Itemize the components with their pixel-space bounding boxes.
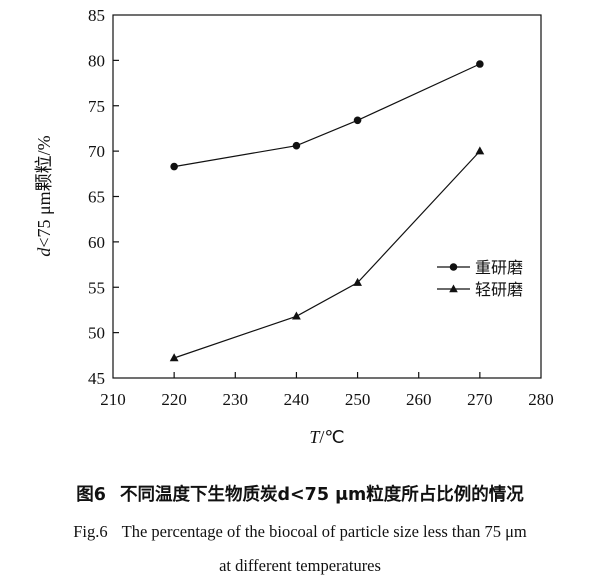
data-point-circle [292, 141, 301, 150]
figure-label-english: Fig.6 [73, 522, 108, 541]
x-tick-label: 280 [528, 390, 554, 409]
y-axis: 45 50 55 60 65 70 75 80 85 [88, 6, 119, 388]
x-tick-label: 260 [406, 390, 432, 409]
legend-label-light: 轻研磨 [475, 280, 523, 299]
chart: 45 50 55 60 65 70 75 80 85 210 220 230 240 250 260 270… [34, 6, 554, 447]
y-tick-label: 70 [88, 142, 105, 161]
y-tick-label: 85 [88, 6, 105, 25]
y-tick-label: 75 [88, 97, 105, 116]
y-axis-title: d<75 μm颗粒/% [34, 135, 54, 256]
data-point-circle [476, 60, 484, 68]
caption-text-english-line1: The percentage of the biocoal of particl… [121, 522, 527, 541]
figure-caption-english: Fig.6 The percentage of the biocoal of pa… [0, 522, 600, 542]
x-tick-label: 220 [161, 390, 187, 409]
x-tick-label: 250 [345, 390, 371, 409]
series-line-2 [173, 150, 481, 359]
x-tick-label: 210 [100, 390, 126, 409]
x-axis: 210 220 230 240 250 260 270 280 [100, 372, 554, 409]
series-line-1 [173, 63, 481, 168]
data-point-triangle [353, 277, 362, 286]
data-point-triangle [475, 146, 485, 155]
x-tick-label: 270 [467, 390, 493, 409]
y-tick-label: 80 [88, 51, 105, 70]
x-tick-label: 240 [284, 390, 310, 409]
legend-label-heavy: 重研磨 [475, 258, 523, 277]
data-point-triangle [169, 353, 179, 362]
x-axis-title: T/℃ [309, 427, 344, 447]
data-point-circle [353, 116, 362, 125]
y-tick-label: 50 [88, 324, 105, 343]
y-tick-label: 45 [88, 369, 105, 388]
figure-caption-english-line2: at different temperatures [219, 556, 381, 575]
legend-marker-triangle [449, 284, 458, 293]
y-tick-label: 60 [88, 233, 105, 252]
figure-caption-chinese: 图6 不同温度下生物质炭d<75 μm粒度所占比例的情况 [0, 481, 600, 506]
data-point-triangle [292, 311, 301, 320]
y-tick-label: 55 [88, 278, 105, 297]
data-point-circle [170, 162, 178, 171]
x-tick-label: 230 [223, 390, 249, 409]
legend: 重研磨 轻研磨 [437, 258, 523, 299]
legend-marker-circle [449, 263, 458, 271]
figure-label-chinese: 图6 [76, 485, 106, 505]
plot-frame [112, 14, 542, 379]
series-layer [169, 60, 485, 362]
y-tick-label: 65 [88, 188, 105, 207]
caption-text-chinese: 不同温度下生物质炭d<75 μm粒度所占比例的情况 [119, 485, 524, 505]
